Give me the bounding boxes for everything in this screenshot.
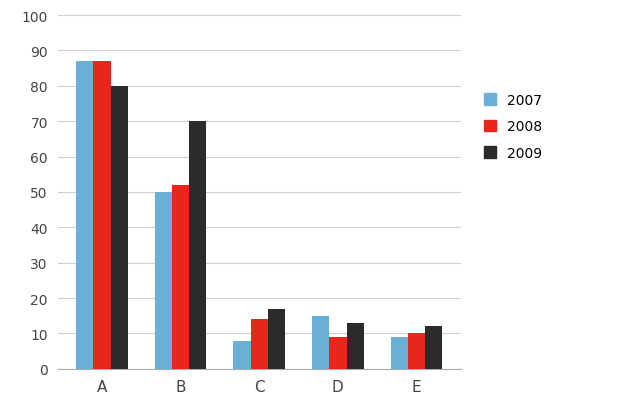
- Bar: [390, 337, 408, 369]
- Bar: [155, 192, 172, 369]
- Bar: [312, 316, 329, 369]
- Bar: [329, 337, 346, 369]
- Bar: [268, 309, 285, 369]
- Bar: [408, 334, 425, 369]
- Bar: [425, 326, 442, 369]
- Bar: [346, 323, 364, 369]
- Bar: [76, 62, 93, 369]
- Bar: [172, 185, 189, 369]
- Bar: [111, 87, 128, 369]
- Bar: [189, 122, 207, 369]
- Bar: [233, 341, 250, 369]
- Legend: 2007, 2008, 2009: 2007, 2008, 2009: [484, 93, 543, 160]
- Bar: [93, 62, 111, 369]
- Bar: [250, 320, 268, 369]
